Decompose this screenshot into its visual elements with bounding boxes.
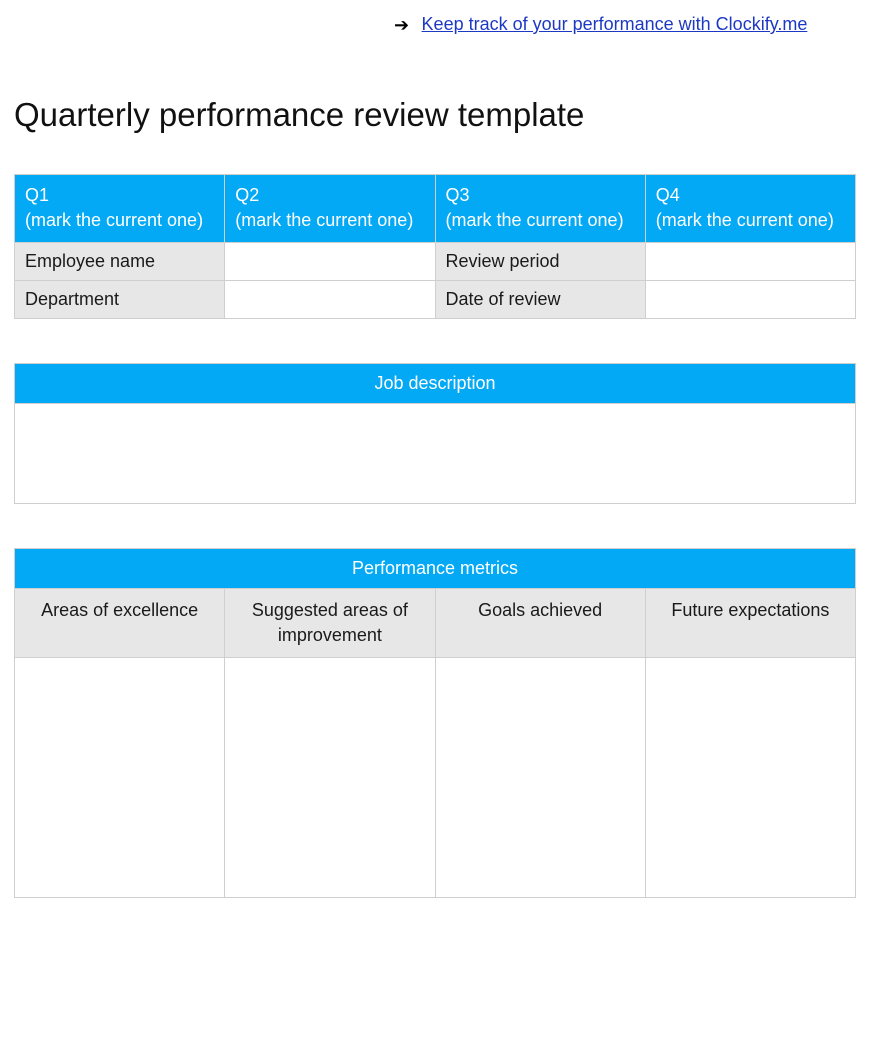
job-description-title: Job description [15,363,856,403]
q1-label: Q1 [25,185,49,205]
q1-sub: (mark the current one) [25,210,203,230]
department-value[interactable] [225,280,435,318]
val-future-expectations[interactable] [645,658,855,898]
job-description-table: Job description [14,363,856,504]
date-of-review-label: Date of review [435,280,645,318]
q4-header: Q4 (mark the current one) [645,175,855,242]
val-goals-achieved[interactable] [435,658,645,898]
department-row: Department Date of review [15,280,856,318]
q4-sub: (mark the current one) [656,210,834,230]
performance-metrics-table: Performance metrics Areas of excellence … [14,548,856,898]
q1-header: Q1 (mark the current one) [15,175,225,242]
performance-metrics-title: Performance metrics [15,548,856,588]
col-future-expectations: Future expectations [645,588,855,657]
job-description-body[interactable] [15,403,856,503]
metrics-header-row: Areas of excellence Suggested areas of i… [15,588,856,657]
employee-row: Employee name Review period [15,242,856,280]
employee-name-value[interactable] [225,242,435,280]
q3-header: Q3 (mark the current one) [435,175,645,242]
quarter-header-row: Q1 (mark the current one) Q2 (mark the c… [15,175,856,242]
review-period-label: Review period [435,242,645,280]
q3-sub: (mark the current one) [446,210,624,230]
arrow-right-icon: ➔ [394,15,409,35]
q3-label: Q3 [446,185,470,205]
department-label: Department [15,280,225,318]
top-link-row: ➔ Keep track of your performance with Cl… [14,14,856,36]
date-of-review-value[interactable] [645,280,855,318]
metrics-body-row [15,658,856,898]
clockify-link[interactable]: Keep track of your performance with Cloc… [422,14,808,34]
quarter-table: Q1 (mark the current one) Q2 (mark the c… [14,174,856,318]
q2-header: Q2 (mark the current one) [225,175,435,242]
page-title: Quarterly performance review template [14,96,856,134]
col-goals-achieved: Goals achieved [435,588,645,657]
col-areas-improvement: Suggested areas of improvement [225,588,435,657]
val-areas-excellence[interactable] [15,658,225,898]
val-areas-improvement[interactable] [225,658,435,898]
employee-name-label: Employee name [15,242,225,280]
q2-sub: (mark the current one) [235,210,413,230]
q4-label: Q4 [656,185,680,205]
col-areas-excellence: Areas of excellence [15,588,225,657]
q2-label: Q2 [235,185,259,205]
review-period-value[interactable] [645,242,855,280]
